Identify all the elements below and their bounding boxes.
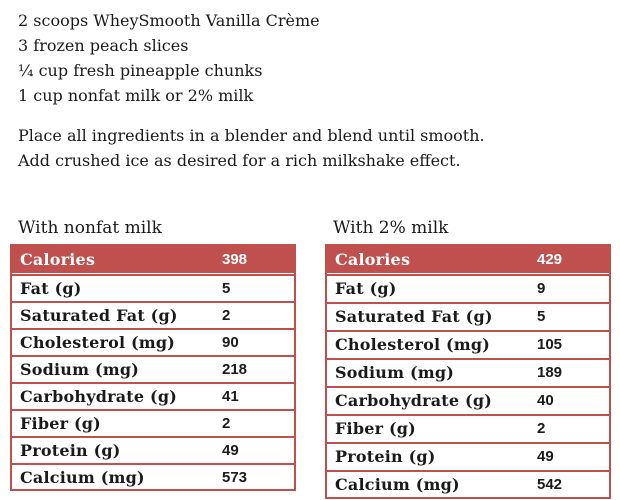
nutrition-value: 218: [222, 360, 248, 378]
nutrition-label: Fat (g): [335, 279, 397, 298]
nutrition-tables: With nonfat milk Calories 398 Fat (g) 5 …: [10, 217, 620, 499]
nutrition-value: 90: [222, 333, 239, 351]
nutrition-label: Fat (g): [20, 278, 82, 298]
nutrition-row: Fiber (g) 2: [12, 409, 294, 435]
nutrition-label: Carbohydrate (g): [20, 386, 177, 406]
nutrition-value: 5: [222, 279, 231, 297]
calories-header-row: Calories 398: [12, 246, 294, 273]
ingredients-list: 2 scoops WheySmooth Vanilla Crème 3 froz…: [10, 8, 620, 108]
ingredient-line: 3 frozen peach slices: [18, 36, 189, 55]
table-title-nonfat: With nonfat milk: [18, 218, 162, 238]
nutrition-label: Calcium (mg): [20, 467, 145, 487]
nutrition-value: 2: [222, 306, 231, 324]
nutrition-column-nonfat: With nonfat milk Calories 398 Fat (g) 5 …: [10, 217, 296, 499]
nutrition-label: Saturated Fat (g): [20, 305, 178, 325]
nutrition-row: Sodium (mg) 218: [12, 355, 294, 381]
nutrition-label: Sodium (mg): [335, 363, 455, 382]
nutrition-label: Fiber (g): [20, 413, 101, 433]
nutrition-value: 429: [537, 251, 563, 268]
nutrition-row: Fat (g) 9: [327, 274, 609, 301]
calories-header-row: Calories 429: [327, 246, 609, 273]
ingredient-line: ¼ cup fresh pineapple chunks: [18, 61, 263, 80]
nutrition-row: Cholesterol (mg) 90: [12, 328, 294, 354]
nutrition-value: 41: [222, 387, 239, 405]
nutrition-row: Carbohydrate (g) 41: [12, 382, 294, 408]
instruction-line: Place all ingredients in a blender and b…: [18, 126, 485, 145]
nutrition-row: Calcium (mg) 542: [327, 470, 609, 497]
nutrition-label: Cholesterol (mg): [20, 332, 176, 352]
nutrition-row: Fiber (g) 2: [327, 414, 609, 441]
nutrition-label: Saturated Fat (g): [335, 307, 493, 326]
ingredient-line: 2 scoops WheySmooth Vanilla Crème: [18, 11, 320, 30]
nutrition-value: 398: [222, 251, 248, 268]
nutrition-row: Sodium (mg) 189: [327, 358, 609, 385]
nutrition-column-2percent: With 2% milk Calories 429 Fat (g) 9 Satu…: [325, 217, 611, 499]
nutrition-table-nonfat: Calories 398 Fat (g) 5 Saturated Fat (g)…: [10, 244, 296, 491]
nutrition-value: 9: [537, 280, 546, 297]
nutrition-row: Saturated Fat (g) 5: [327, 302, 609, 329]
instructions: Place all ingredients in a blender and b…: [10, 123, 620, 173]
nutrition-value: 2: [537, 420, 546, 437]
nutrition-value: 189: [537, 364, 563, 381]
nutrition-label: Calcium (mg): [335, 475, 460, 494]
table-title-2percent: With 2% milk: [333, 218, 449, 238]
nutrition-label: Calories: [20, 250, 96, 269]
nutrition-label: Calories: [335, 250, 411, 269]
nutrition-label: Cholesterol (mg): [335, 335, 491, 354]
nutrition-row: Protein (g) 49: [12, 436, 294, 462]
instruction-line: Add crushed ice as desired for a rich mi…: [18, 151, 461, 170]
nutrition-row: Fat (g) 5: [12, 274, 294, 300]
nutrition-value: 105: [537, 336, 563, 353]
nutrition-value: 2: [222, 414, 231, 432]
nutrition-row: Protein (g) 49: [327, 442, 609, 469]
nutrition-value: 49: [537, 448, 554, 465]
nutrition-value: 542: [537, 476, 563, 493]
nutrition-label: Sodium (mg): [20, 359, 140, 379]
nutrition-row: Carbohydrate (g) 40: [327, 386, 609, 413]
nutrition-table-2percent: Calories 429 Fat (g) 9 Saturated Fat (g)…: [325, 244, 611, 499]
nutrition-label: Protein (g): [20, 440, 121, 460]
nutrition-row: Saturated Fat (g) 2: [12, 301, 294, 327]
nutrition-value: 49: [222, 441, 239, 459]
nutrition-row: Cholesterol (mg) 105: [327, 330, 609, 357]
nutrition-value: 573: [222, 468, 248, 486]
ingredient-line: 1 cup nonfat milk or 2% milk: [18, 86, 254, 105]
nutrition-value: 5: [537, 308, 546, 325]
nutrition-value: 40: [537, 392, 554, 409]
nutrition-label: Carbohydrate (g): [335, 391, 492, 410]
nutrition-label: Fiber (g): [335, 419, 416, 438]
nutrition-label: Protein (g): [335, 447, 436, 466]
nutrition-row: Calcium (mg) 573: [12, 463, 294, 489]
